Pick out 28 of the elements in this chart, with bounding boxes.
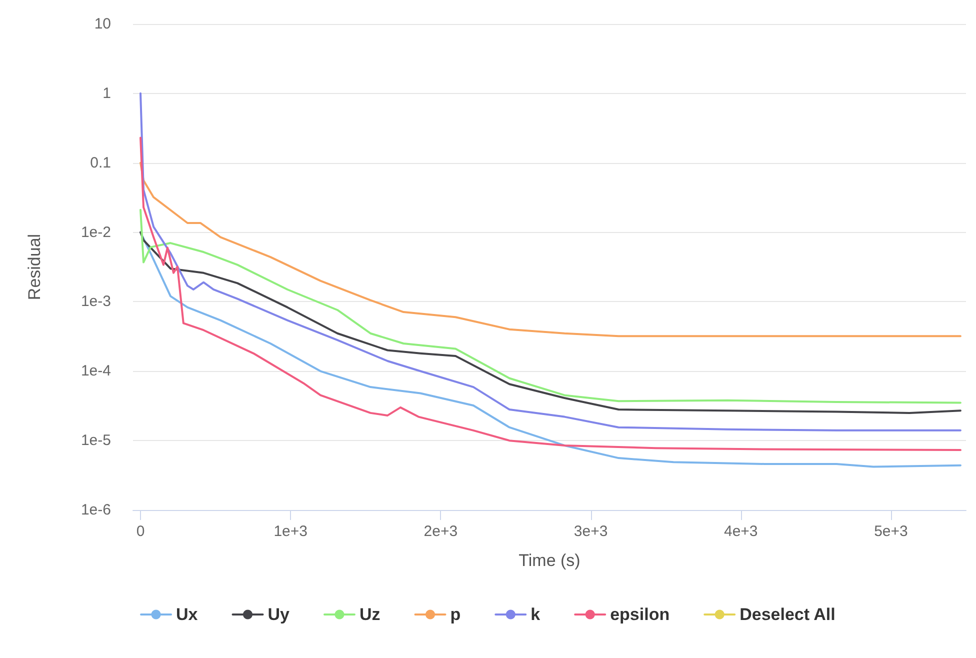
y-tick-label: 1e-5 (80, 432, 111, 450)
line-series (140, 208, 962, 404)
x-tick-label: 2e+3 (424, 523, 458, 540)
y-tick-label: 1e-6 (80, 502, 111, 518)
x-tick-label: 0 (136, 523, 145, 540)
legend-label: Uy (268, 605, 290, 624)
y-tick-label: 10 (94, 16, 111, 32)
y-tick-label: 1e-4 (80, 362, 111, 380)
x-tick-label: 1e+3 (274, 523, 308, 540)
x-tick-label: 5e+3 (874, 523, 908, 540)
y-tick-label: 1e-2 (80, 224, 111, 241)
legend-label: Deselect All (740, 605, 836, 624)
legend-label: k (530, 605, 541, 624)
legend-label: epsilon (610, 605, 670, 624)
line-series (140, 162, 962, 338)
legend-label: p (450, 605, 461, 624)
line-series (140, 92, 962, 432)
legend-label: Ux (176, 605, 198, 624)
y-tick-label: 1 (102, 84, 111, 102)
y-tick-label: 1e-3 (80, 293, 111, 310)
legend-label: Uz (359, 605, 380, 624)
x-tick-label: 3e+3 (574, 523, 608, 540)
x-axis-title: Time (s) (518, 551, 580, 570)
x-tick-label: 4e+3 (724, 523, 758, 540)
line-series (140, 136, 962, 452)
line-series (140, 231, 962, 414)
y-tick-label: 0.1 (90, 154, 111, 172)
y-axis-title: Residual (25, 234, 44, 300)
